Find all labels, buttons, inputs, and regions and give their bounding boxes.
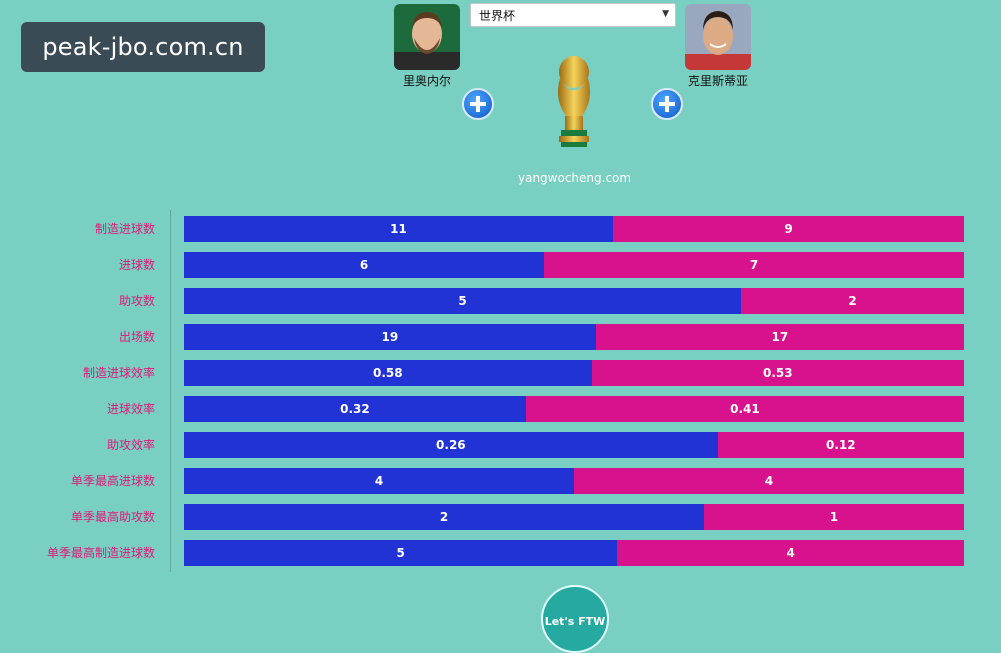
- category-label: 制造进球效率: [82, 366, 155, 380]
- add-right-player-button[interactable]: [651, 88, 683, 120]
- category-label: 出场数: [118, 330, 155, 344]
- bar-left-player: 4: [184, 468, 574, 494]
- bar-left-player: 19: [184, 324, 596, 350]
- bar-right-player: 0.41: [525, 396, 964, 422]
- add-left-player-button[interactable]: [462, 88, 494, 120]
- bar-row: 0.26 0.12: [184, 432, 964, 458]
- competition-select[interactable]: 世界杯 ▼: [470, 3, 676, 27]
- bar-left-player: 0.32: [184, 396, 526, 422]
- bar-row: 19 17: [184, 324, 964, 350]
- bar-right-player: 0.12: [717, 432, 964, 458]
- category-label: 助攻数: [118, 294, 155, 308]
- chart-divider: [170, 210, 171, 572]
- bar-row: 11 9: [184, 216, 964, 242]
- bar-left-player: 5: [184, 288, 742, 314]
- competition-select-value: 世界杯: [479, 9, 516, 23]
- bar-left-player: 5: [184, 540, 618, 566]
- bar-row: 0.32 0.41: [184, 396, 964, 422]
- bar-right-player: 1: [703, 504, 964, 530]
- bar-right-player: 2: [741, 288, 964, 314]
- category-label: 单季最高制造进球数: [46, 546, 155, 560]
- category-label: 进球效率: [106, 402, 155, 416]
- player-right-name: 克里斯蒂亚: [687, 74, 748, 88]
- category-label: 单季最高进球数: [70, 474, 155, 488]
- bar-right-player: 4: [617, 540, 964, 566]
- bar-left-player: 0.58: [184, 360, 592, 386]
- bar-right-player: 7: [544, 252, 964, 278]
- bar-right-player: 17: [595, 324, 964, 350]
- watermark: peak-jbo.com.cn: [21, 22, 265, 72]
- bar-row: 0.58 0.53: [184, 360, 964, 386]
- bar-right-player: 0.53: [591, 360, 964, 386]
- player-left[interactable]: 里奥内尔: [392, 4, 462, 89]
- world-cup-trophy-icon: [548, 54, 600, 156]
- bar-left-player: 6: [184, 252, 544, 278]
- category-label: 进球数: [118, 258, 155, 272]
- lets-ftw-badge[interactable]: Let's FTW: [541, 585, 609, 653]
- player-right-avatar: [685, 4, 751, 70]
- bar-left-player: 0.26: [184, 432, 718, 458]
- bar-left-player: 2: [184, 504, 704, 530]
- site-caption: yangwocheng.com: [518, 171, 632, 185]
- player-left-avatar: [394, 4, 460, 70]
- bar-left-player: 11: [184, 216, 613, 242]
- category-label: 助攻效率: [106, 438, 155, 452]
- bar-right-player: 9: [613, 216, 964, 242]
- player-right[interactable]: 克里斯蒂亚: [683, 4, 753, 89]
- bar-right-player: 4: [574, 468, 964, 494]
- category-label: 单季最高助攻数: [70, 510, 155, 524]
- chevron-down-icon: ▼: [662, 9, 669, 19]
- player-left-name: 里奥内尔: [402, 74, 451, 88]
- category-label: 制造进球数: [94, 222, 155, 236]
